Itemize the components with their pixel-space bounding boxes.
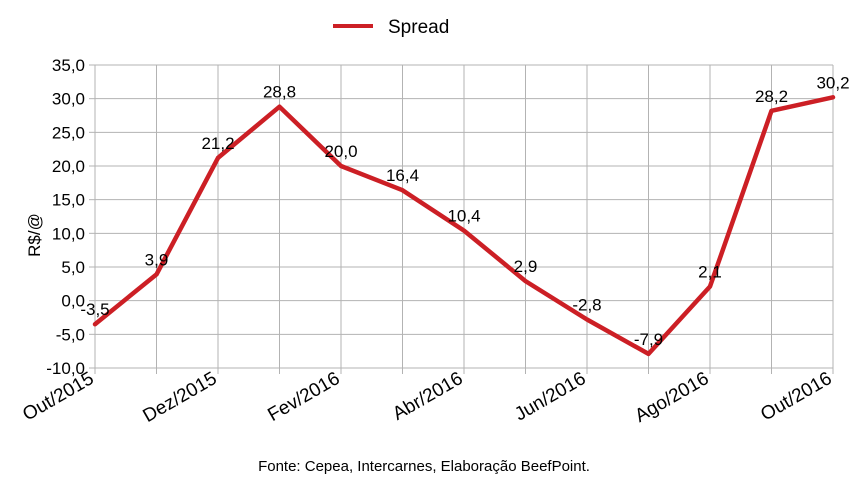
x-tick-label: Out/2016 [757, 368, 835, 425]
y-tick-label: -10,0 [46, 359, 85, 378]
y-tick-label: 20,0 [52, 157, 85, 176]
y-tick-label: 10,0 [52, 224, 85, 243]
legend-label-spread: Spread [388, 17, 449, 38]
x-tick-label: Jun/2016 [511, 368, 589, 425]
y-tick-label: 0,0 [61, 292, 85, 311]
data-label: -3,5 [80, 300, 109, 319]
series-line-spread [92, 95, 836, 357]
data-label: -2,8 [572, 296, 601, 315]
legend: Spread [333, 17, 449, 38]
data-label: 16,4 [386, 166, 419, 185]
data-label: 28,2 [755, 87, 788, 106]
data-label: 10,4 [447, 207, 480, 226]
series-spread [92, 95, 836, 357]
x-tick-label: Ago/2016 [632, 368, 713, 427]
y-tick-labels: -10,0 -5,0 0,0 5,0 10,0 15,0 20,0 25,0 30,0 35,0 [46, 56, 85, 378]
x-tick-label: Fev/2016 [264, 368, 343, 426]
y-tick-label: 35,0 [52, 56, 85, 75]
y-tick-label: -5,0 [56, 325, 85, 344]
y-tick-label: 30,0 [52, 90, 85, 109]
x-tick-label: Abr/2016 [389, 368, 466, 425]
source-note: Fonte: Cepea, Intercarnes, Elaboração Be… [258, 458, 590, 475]
data-label: 3,9 [145, 250, 169, 269]
data-labels: -3,5 3,9 21,2 28,8 20,0 16,4 10,4 2,9 -2,8 -7,9 2,… [80, 73, 849, 349]
x-tick-labels: Out/2015 Dez/2015 Fev/2016 Abr/2016 Jun/2016… [19, 368, 835, 427]
y-tick-label: 15,0 [52, 191, 85, 210]
data-label: 30,2 [816, 73, 849, 92]
data-label: 28,8 [263, 83, 296, 102]
y-axis-title: R$/@ [25, 213, 44, 257]
data-label: 21,2 [201, 134, 234, 153]
x-tick-label: Dez/2015 [140, 368, 221, 427]
data-label: 2,1 [698, 263, 722, 282]
data-label: -7,9 [634, 330, 663, 349]
y-tick-label: 5,0 [61, 258, 85, 277]
axes [89, 64, 834, 374]
y-tick-label: 25,0 [52, 123, 85, 142]
data-label: 2,9 [514, 257, 538, 276]
data-label: 20,0 [324, 142, 357, 161]
